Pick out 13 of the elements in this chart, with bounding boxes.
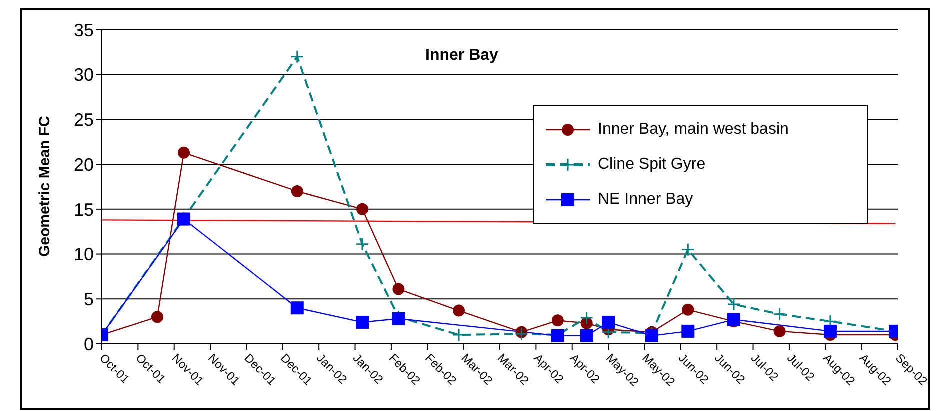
y-tick-label: 0 bbox=[84, 334, 94, 354]
legend-label: Cline Spit Gyre bbox=[598, 156, 706, 174]
text: Inner Bay bbox=[426, 47, 499, 64]
y-tick-label: 35 bbox=[74, 20, 94, 40]
y-tick-label: 10 bbox=[74, 244, 94, 265]
y-tick-label: 15 bbox=[74, 200, 94, 220]
y-tick-label: 20 bbox=[74, 154, 94, 175]
legend-label: Inner Bay, main west basin bbox=[598, 120, 789, 138]
y-tick-label: 5 bbox=[84, 290, 94, 310]
legend-label: NE Inner Bay bbox=[598, 190, 694, 208]
y-axis-title: Geometric Mean FC bbox=[36, 116, 54, 257]
y-tick-label: 25 bbox=[74, 110, 94, 130]
y-tick-label: 30 bbox=[74, 65, 94, 86]
